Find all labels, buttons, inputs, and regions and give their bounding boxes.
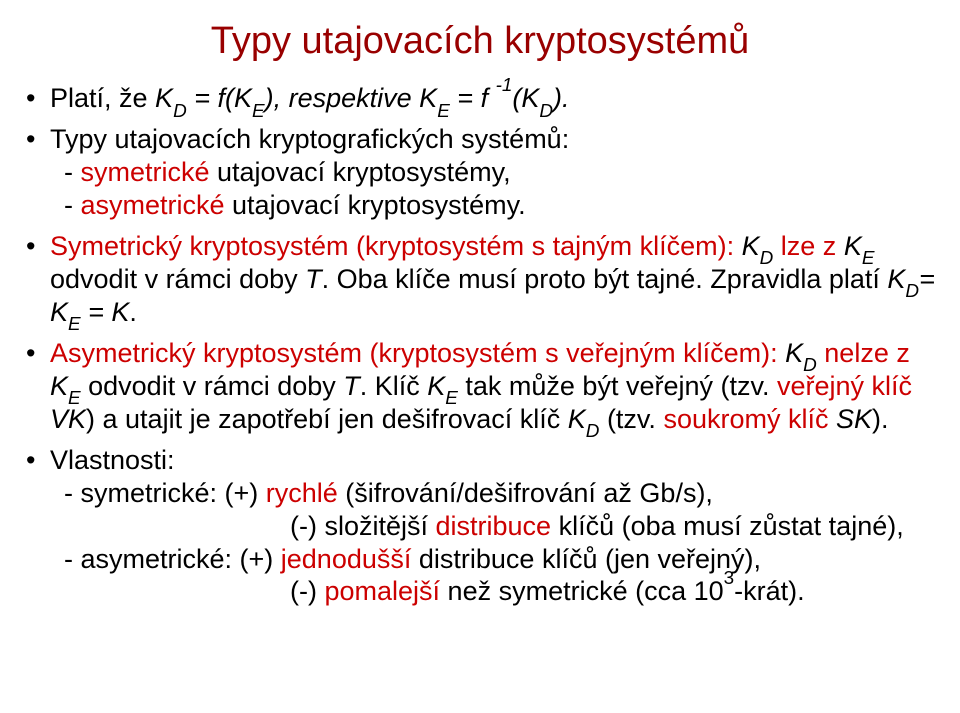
var-ke: KE bbox=[234, 83, 265, 113]
text: = f( bbox=[187, 83, 234, 113]
text: (tzv. bbox=[599, 404, 663, 434]
text: nelze z bbox=[817, 338, 910, 368]
text: . bbox=[129, 297, 137, 327]
var-kd: KD bbox=[568, 404, 600, 434]
var-sk: SK bbox=[836, 404, 872, 434]
bullet-list: Platí, že KD = f(KE), respektive KE = f … bbox=[22, 82, 938, 608]
text: . Klíč bbox=[360, 371, 428, 401]
text: = f bbox=[450, 83, 496, 113]
var-ke: KE bbox=[427, 371, 458, 401]
var-t: T bbox=[343, 371, 360, 401]
var-kd: KD bbox=[785, 338, 817, 368]
text: ) a utajit je zapotřebí jen dešifrovací … bbox=[86, 404, 568, 434]
text: = bbox=[81, 297, 112, 327]
var-ke: KE bbox=[844, 231, 875, 261]
bullet-5: Vlastnosti: - symetrické: (+) rychlé (ši… bbox=[22, 444, 938, 609]
text: odvodit v rámci doby bbox=[81, 371, 344, 401]
var-kd: KD bbox=[521, 83, 553, 113]
text: Asymetrický kryptosystém (kryptosystém s… bbox=[50, 338, 785, 368]
text: = bbox=[919, 264, 935, 294]
sub-item: - symetrické: (+) rychlé (šifrování/deši… bbox=[50, 477, 938, 510]
sub-item: (-) pomalejší než symetrické (cca 103-kr… bbox=[50, 575, 938, 608]
text: ). bbox=[553, 83, 570, 113]
exp: -1 bbox=[496, 75, 513, 96]
text: odvodit v rámci doby bbox=[50, 264, 305, 294]
text: ), respektive bbox=[265, 83, 420, 113]
text: Typy utajovacích kryptografických systém… bbox=[50, 124, 569, 154]
bullet-4: Asymetrický kryptosystém (kryptosystém s… bbox=[22, 337, 938, 436]
var-t: T bbox=[305, 264, 322, 294]
var-ke: KE bbox=[419, 83, 450, 113]
slide: Typy utajovacích kryptosystémů Platí, že… bbox=[0, 0, 960, 713]
bullet-2: Typy utajovacích kryptografických systém… bbox=[22, 123, 938, 222]
sub-item: (-) složitější distribuce klíčů (oba mus… bbox=[50, 510, 938, 543]
var-k: K bbox=[111, 297, 129, 327]
text: . Oba klíče musí proto být tajné. Zpravi… bbox=[322, 264, 888, 294]
var-ke: KE bbox=[50, 371, 81, 401]
slide-title: Typy utajovacích kryptosystémů bbox=[22, 18, 938, 64]
text: veřejný klíč bbox=[777, 371, 912, 401]
text: lze z bbox=[773, 231, 844, 261]
var-kd: KD bbox=[742, 231, 774, 261]
bullet-3: Symetrický kryptosystém (kryptosystém s … bbox=[22, 230, 938, 329]
sub-item: - asymetrické: (+) jednodušší distribuce… bbox=[50, 543, 938, 576]
bullet-1: Platí, že KD = f(KE), respektive KE = f … bbox=[22, 82, 938, 115]
text: Vlastnosti: bbox=[50, 445, 175, 475]
text: Platí, že bbox=[50, 83, 155, 113]
var-kd: KD bbox=[155, 83, 187, 113]
text: soukromý klíč bbox=[663, 404, 836, 434]
text: tak může být veřejný (tzv. bbox=[458, 371, 777, 401]
var-ke: KE bbox=[50, 297, 81, 327]
text: ). bbox=[872, 404, 889, 434]
text: Symetrický kryptosystém (kryptosystém s … bbox=[50, 231, 742, 261]
var-kd: KD bbox=[887, 264, 919, 294]
sub-item: - symetrické utajovací kryptosystémy, bbox=[50, 156, 938, 189]
sub-item: - asymetrické utajovací kryptosystémy. bbox=[50, 189, 938, 222]
